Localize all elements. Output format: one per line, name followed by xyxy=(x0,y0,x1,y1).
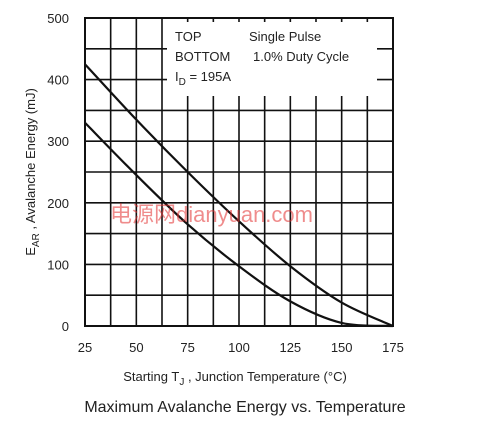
series-layer xyxy=(84,63,394,328)
legend-bottom-value: 1.0% Duty Cycle xyxy=(253,49,349,64)
y-tick-label: 100 xyxy=(47,257,69,272)
y-tick-label: 300 xyxy=(47,134,69,149)
series-line-2 xyxy=(84,121,394,328)
y-tick-label: 400 xyxy=(47,73,69,88)
legend-top-label: TOP xyxy=(175,29,202,44)
legend: TOP Single Pulse BOTTOM 1.0% Duty Cycle … xyxy=(167,22,377,96)
axes: 25 50 75 100 125 150 175 0 100 200 300 400 500 xyxy=(47,11,404,355)
y-tick-label: 200 xyxy=(47,196,69,211)
x-tick-label: 150 xyxy=(331,340,353,355)
legend-bottom-label: BOTTOM xyxy=(175,49,230,64)
legend-box xyxy=(167,22,377,96)
plot-border xyxy=(84,17,394,327)
legend-top-value: Single Pulse xyxy=(249,29,321,44)
legend-current: ID = 195A xyxy=(175,69,231,88)
watermark: 电源网dianyuan.com xyxy=(110,202,313,227)
x-tick-label: 50 xyxy=(129,340,143,355)
chart-caption: Maximum Avalanche Energy vs. Temperature xyxy=(84,399,405,416)
x-tick-label: 125 xyxy=(279,340,301,355)
x-tick-label: 100 xyxy=(228,340,250,355)
x-tick-label: 75 xyxy=(180,340,194,355)
x-tick-label: 25 xyxy=(78,340,92,355)
series-line-1 xyxy=(84,63,394,328)
x-axis-label: Starting TJ , Junction Temperature (°C) xyxy=(123,369,347,388)
x-tick-label: 175 xyxy=(382,340,404,355)
y-tick-label: 0 xyxy=(62,319,69,334)
y-axis-label: EAR , Avalanche Energy (mJ) xyxy=(23,88,42,256)
y-tick-label: 500 xyxy=(47,11,69,26)
